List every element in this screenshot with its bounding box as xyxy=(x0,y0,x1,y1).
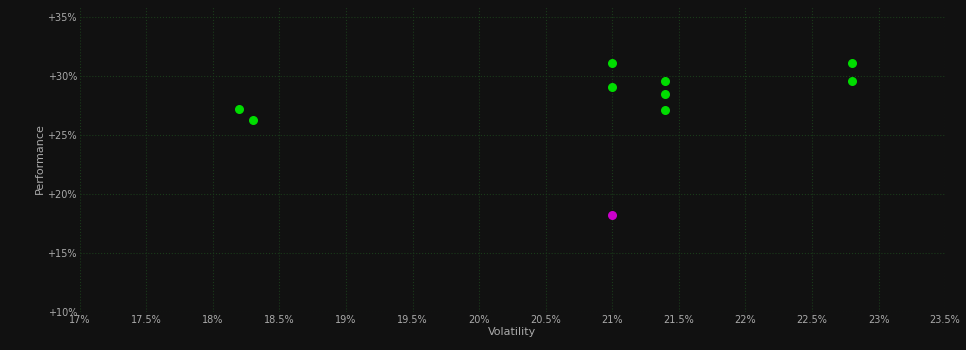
Point xyxy=(605,84,620,90)
Point xyxy=(232,106,247,112)
Point xyxy=(658,91,673,97)
Point xyxy=(605,212,620,218)
Point xyxy=(245,117,261,122)
Y-axis label: Performance: Performance xyxy=(35,123,44,194)
Point xyxy=(658,78,673,84)
Point xyxy=(844,78,860,84)
Point xyxy=(605,61,620,66)
Point xyxy=(844,61,860,66)
X-axis label: Volatility: Volatility xyxy=(488,328,536,337)
Point xyxy=(658,107,673,113)
